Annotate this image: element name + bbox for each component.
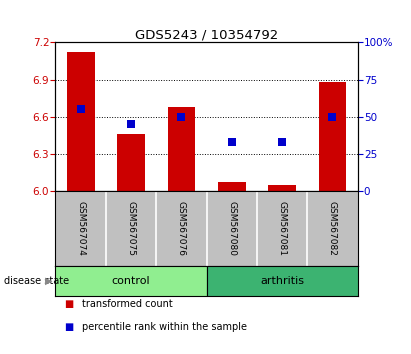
Text: control: control [112, 275, 150, 286]
Point [128, 121, 134, 127]
Text: GSM567074: GSM567074 [76, 201, 85, 256]
Text: disease state: disease state [4, 275, 69, 286]
Text: GSM567082: GSM567082 [328, 201, 337, 256]
Bar [67, 52, 95, 191]
Text: transformed count: transformed count [82, 299, 173, 309]
Bar [117, 134, 145, 191]
Text: GSM567076: GSM567076 [177, 201, 186, 256]
Bar [218, 182, 245, 191]
Text: GSM567075: GSM567075 [127, 201, 136, 256]
Text: percentile rank within the sample: percentile rank within the sample [82, 322, 247, 332]
Bar [168, 107, 195, 191]
Bar [319, 82, 346, 191]
Text: ■: ■ [64, 299, 73, 309]
Point [178, 114, 185, 120]
Text: GSM567081: GSM567081 [277, 201, 286, 256]
Bar [268, 185, 296, 191]
Text: ■: ■ [64, 322, 73, 332]
Title: GDS5243 / 10354792: GDS5243 / 10354792 [135, 28, 278, 41]
Point [77, 107, 84, 112]
Point [329, 114, 336, 120]
Point [279, 139, 285, 145]
Text: ▶: ▶ [45, 275, 53, 286]
Text: arthritis: arthritis [260, 275, 304, 286]
Text: GSM567080: GSM567080 [227, 201, 236, 256]
Point [229, 139, 235, 145]
